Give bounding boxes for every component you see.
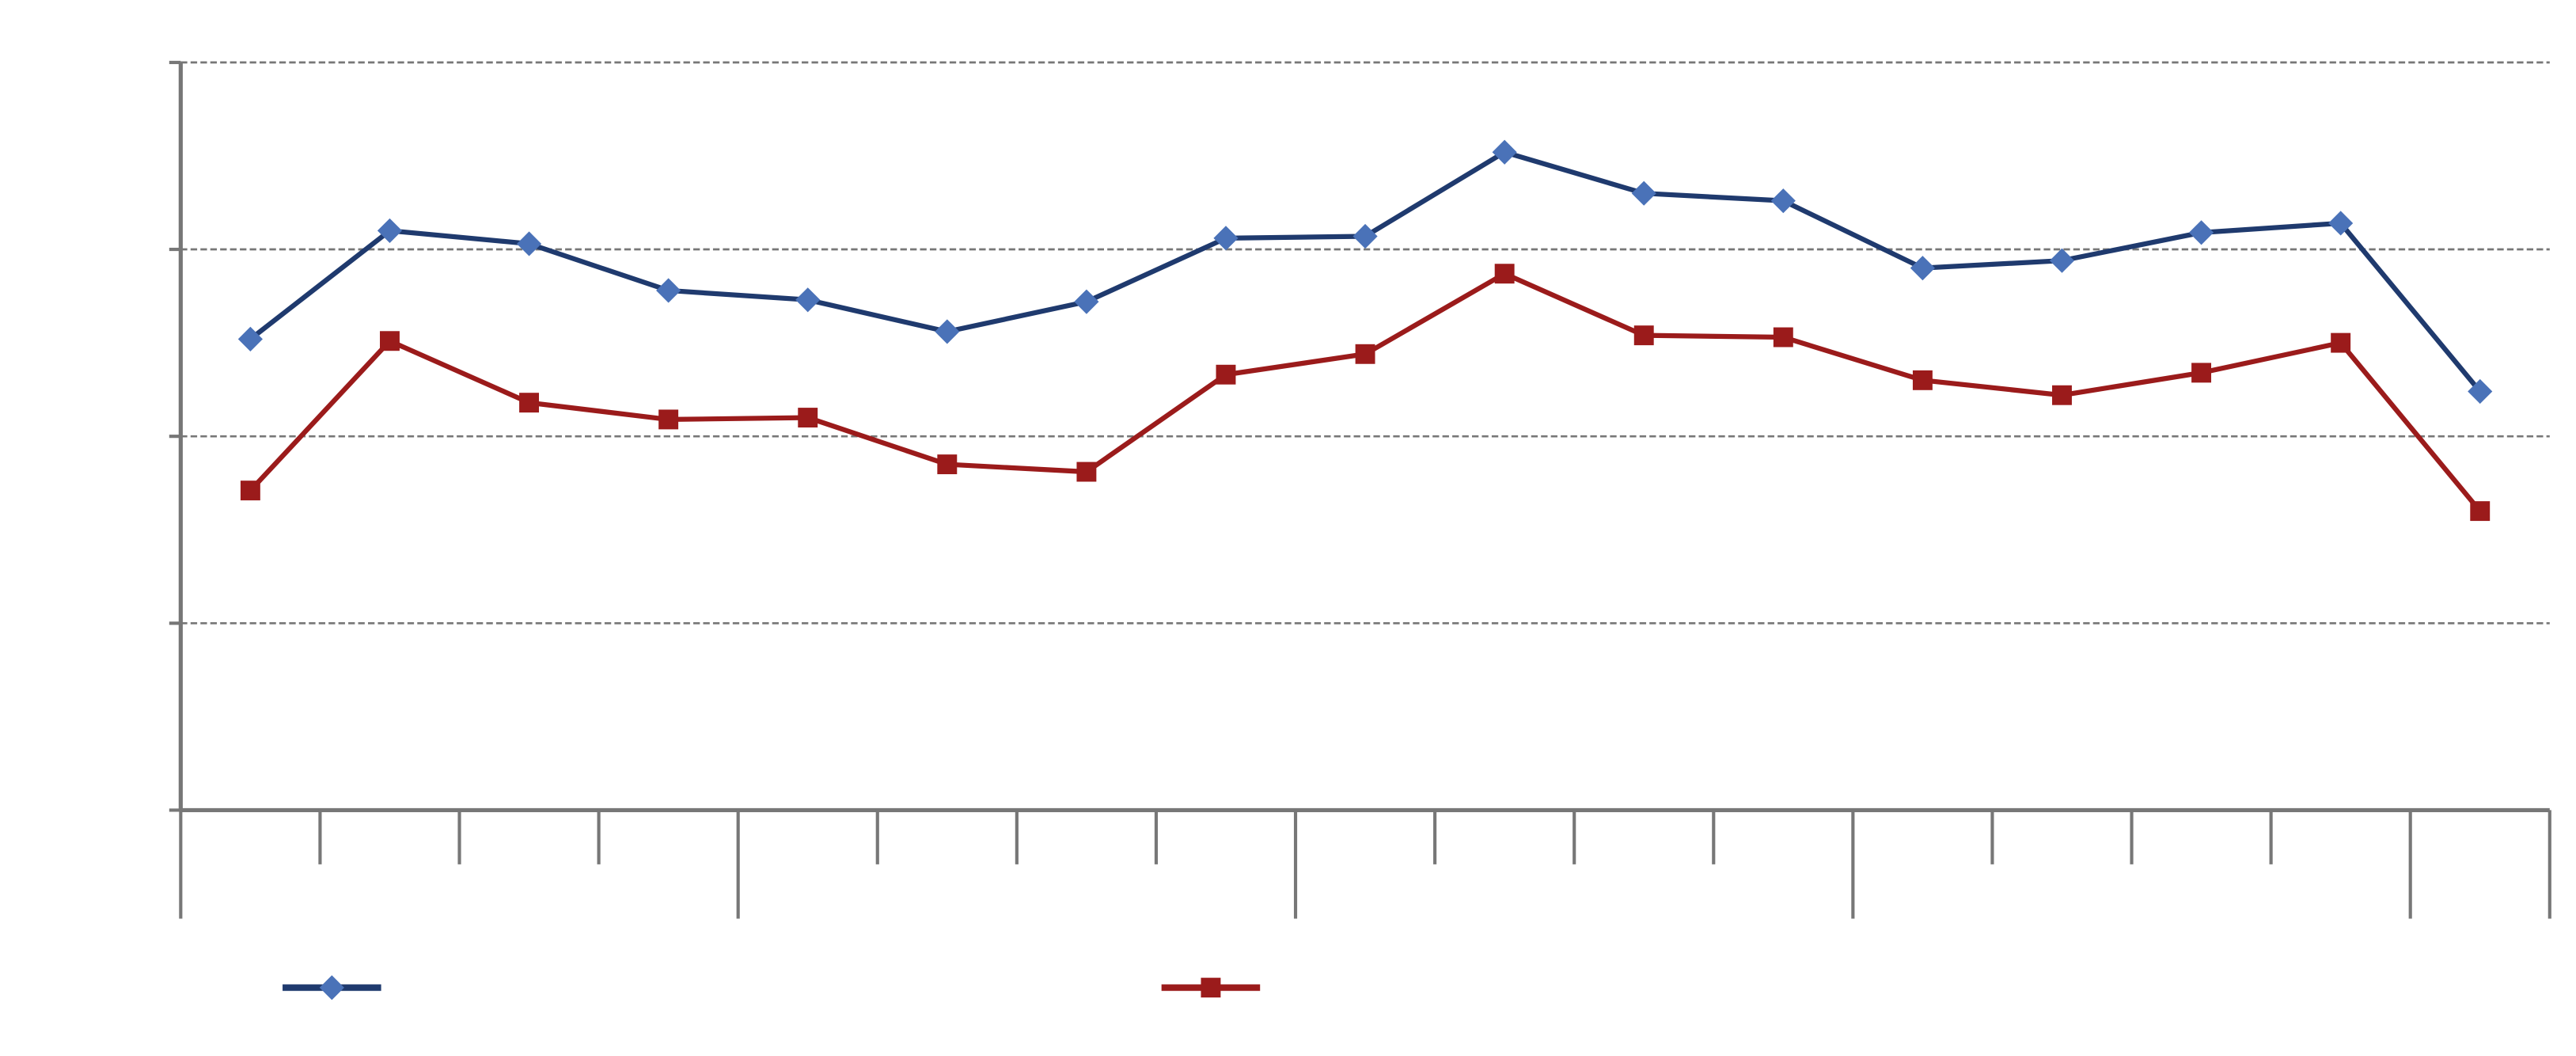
marker: [2468, 378, 2493, 405]
marker: [798, 408, 818, 428]
marker: [1355, 344, 1375, 364]
marker: [516, 231, 542, 256]
marker: [937, 454, 958, 475]
marker: [240, 481, 260, 501]
marker: [2328, 211, 2354, 236]
marker: [656, 278, 681, 303]
series-line: [248, 271, 2483, 513]
marker: [1633, 325, 1654, 346]
marker: [1631, 180, 1656, 206]
marker: [377, 218, 403, 243]
marker: [2470, 501, 2491, 522]
marker: [1352, 223, 1378, 249]
marker: [1773, 327, 1793, 348]
marker: [935, 319, 960, 344]
legend-marker: [1201, 978, 1221, 998]
marker: [1074, 289, 1099, 314]
marker: [519, 393, 540, 413]
marker: [1910, 256, 1935, 281]
marker: [2049, 248, 2075, 273]
marker: [1912, 370, 1933, 390]
marker: [1076, 462, 1097, 482]
marker: [1770, 188, 1796, 214]
marker: [237, 326, 263, 351]
marker: [795, 287, 821, 313]
marker: [1213, 226, 1239, 251]
marker: [2052, 385, 2072, 405]
marker: [2189, 220, 2214, 245]
marker: [658, 409, 679, 430]
marker: [1494, 264, 1515, 284]
marker: [1216, 364, 1236, 385]
marker: [1492, 139, 1517, 165]
marker: [2331, 332, 2351, 353]
marker: [2191, 363, 2212, 383]
legend-marker: [319, 975, 344, 1001]
marker: [380, 331, 400, 351]
